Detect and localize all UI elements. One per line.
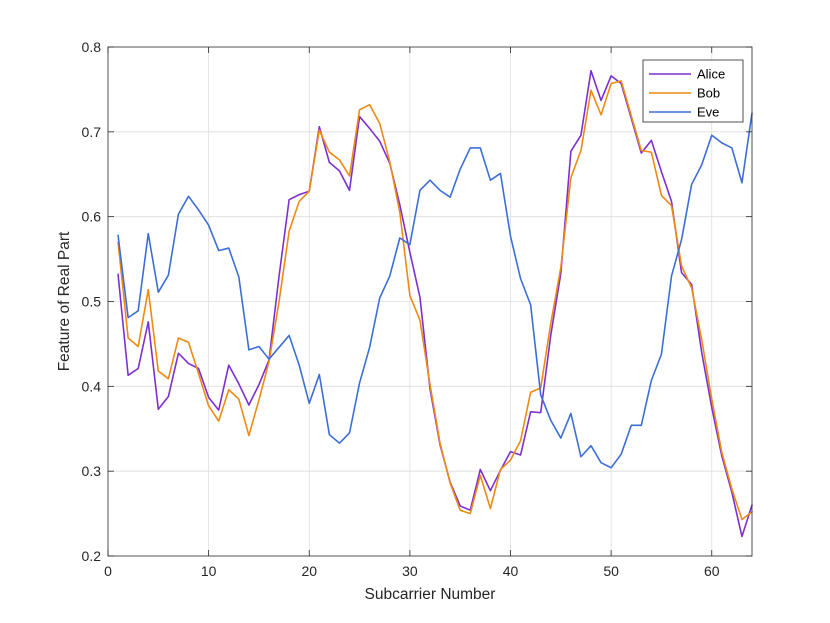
y-tick-label: 0.2 bbox=[82, 548, 102, 564]
tick-labels: 0 10 20 30 40 50 60 0.2 0.3 0.4 0.5 0.6 0.7 0.8 bbox=[82, 39, 720, 579]
legend-label-eve: Eve bbox=[697, 105, 719, 120]
x-axis-label: Subcarrier Number bbox=[365, 586, 496, 603]
y-tick-label: 0.6 bbox=[82, 209, 102, 225]
x-tick-label: 0 bbox=[104, 563, 112, 579]
axis-ticks bbox=[107, 46, 752, 557]
grid-lines bbox=[108, 47, 752, 556]
y-tick-label: 0.8 bbox=[82, 39, 102, 55]
x-tick-label: 60 bbox=[704, 563, 720, 579]
x-tick-label: 20 bbox=[301, 563, 317, 579]
legend-label-bob: Bob bbox=[697, 86, 720, 101]
x-tick-label: 10 bbox=[201, 563, 217, 579]
series-line-eve bbox=[117, 112, 753, 469]
legend-label-alice: Alice bbox=[697, 67, 725, 82]
y-tick-label: 0.3 bbox=[82, 463, 102, 479]
y-axis-label: Feature of Real Part bbox=[56, 231, 73, 371]
series-layer bbox=[117, 69, 753, 538]
x-tick-label: 40 bbox=[503, 563, 519, 579]
y-tick-label: 0.5 bbox=[82, 294, 102, 310]
y-tick-label: 0.7 bbox=[82, 124, 102, 140]
x-tick-label: 30 bbox=[402, 563, 418, 579]
y-tick-label: 0.4 bbox=[82, 378, 102, 394]
x-tick-label: 50 bbox=[603, 563, 619, 579]
legend: Alice Bob Eve bbox=[642, 59, 744, 123]
series-line-bob bbox=[117, 80, 753, 521]
